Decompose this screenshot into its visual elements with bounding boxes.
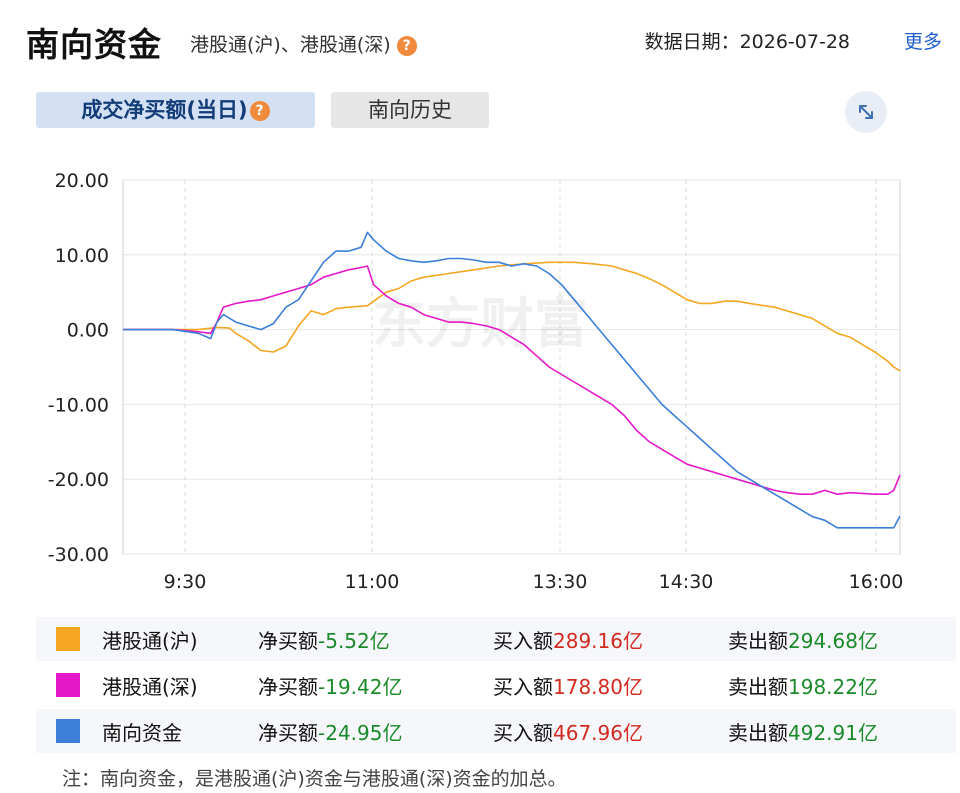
legend-buy: 买入额467.96亿 bbox=[493, 721, 643, 745]
tab-label: 成交净买额(当日) bbox=[81, 98, 248, 122]
legend-sell: 卖出额492.91亿 bbox=[728, 721, 878, 745]
legend-swatch bbox=[56, 719, 80, 743]
x-tick-label: 9:30 bbox=[164, 571, 207, 593]
legend-buy: 买入额178.80亿 bbox=[493, 675, 643, 699]
legend-row: 港股通(沪) 净买额-5.52亿 买入额289.16亿 卖出额294.68亿 bbox=[36, 617, 956, 661]
expand-button[interactable] bbox=[845, 91, 887, 133]
legend-net-buy: 净买额-5.52亿 bbox=[258, 629, 390, 653]
x-tick-label: 16:00 bbox=[849, 571, 904, 593]
series-line-1 bbox=[123, 265, 901, 496]
legend-series-name: 港股通(沪) bbox=[102, 629, 198, 653]
legend-series-name: 港股通(深) bbox=[102, 675, 198, 699]
watermark: 东方财富 bbox=[372, 292, 588, 355]
legend-row: 南向资金 净买额-24.95亿 买入额467.96亿 卖出额492.91亿 bbox=[36, 709, 956, 753]
line-chart: 东方财富 20.00 10.00 0.00 -10.00 -20.00 -30.00 9:… bbox=[48, 170, 904, 593]
legend-row: 港股通(深) 净买额-19.42亿 买入额178.80亿 卖出额198.22亿 bbox=[36, 663, 956, 707]
legend-net-buy: 净买额-19.42亿 bbox=[258, 675, 403, 699]
legend-net-buy: 净买额-24.95亿 bbox=[258, 721, 403, 745]
x-tick-label: 13:30 bbox=[533, 571, 588, 593]
y-tick-label: 0.00 bbox=[67, 320, 109, 342]
y-tick-label: 10.00 bbox=[55, 245, 109, 267]
expand-arrows-icon bbox=[859, 105, 873, 119]
legend-buy: 买入额289.16亿 bbox=[493, 629, 643, 653]
y-tick-label: -30.00 bbox=[48, 544, 109, 566]
header: 南向资金 港股通(沪)、港股通(深)? 数据日期：2026-07-28 更多 bbox=[0, 0, 960, 80]
data-date: 数据日期：2026-07-28 bbox=[644, 31, 850, 53]
x-tick-label: 14:30 bbox=[659, 571, 714, 593]
legend-series-name: 南向资金 bbox=[102, 721, 182, 745]
y-tick-label: -20.00 bbox=[48, 469, 109, 491]
plot-border bbox=[122, 179, 901, 555]
question-icon[interactable]: ? bbox=[396, 35, 417, 56]
y-tick-label: -10.00 bbox=[48, 394, 109, 416]
subtitle: 港股通(沪)、港股通(深)? bbox=[190, 30, 417, 57]
x-tick-label: 11:00 bbox=[345, 571, 400, 593]
question-icon[interactable]: ? bbox=[249, 101, 270, 121]
y-tick-label: 20.00 bbox=[55, 170, 109, 192]
legend-swatch bbox=[56, 673, 80, 697]
footnote: 注：南向资金，是港股通(沪)资金与港股通(深)资金的加总。 bbox=[62, 768, 567, 790]
series-line-2 bbox=[123, 231, 901, 529]
series-line-0 bbox=[123, 261, 901, 372]
tab-net-buy-today[interactable]: 成交净买额(当日)? bbox=[36, 92, 315, 128]
more-link[interactable]: 更多 bbox=[903, 31, 942, 53]
legend-sell: 卖出额294.68亿 bbox=[728, 629, 878, 653]
subtitle-text: 港股通(沪)、港股通(深) bbox=[190, 34, 391, 56]
page-title: 南向资金 bbox=[26, 25, 162, 64]
legend-sell: 卖出额198.22亿 bbox=[728, 675, 878, 699]
tab-southbound-history[interactable]: 南向历史 bbox=[331, 92, 489, 128]
legend-swatch bbox=[56, 627, 80, 651]
